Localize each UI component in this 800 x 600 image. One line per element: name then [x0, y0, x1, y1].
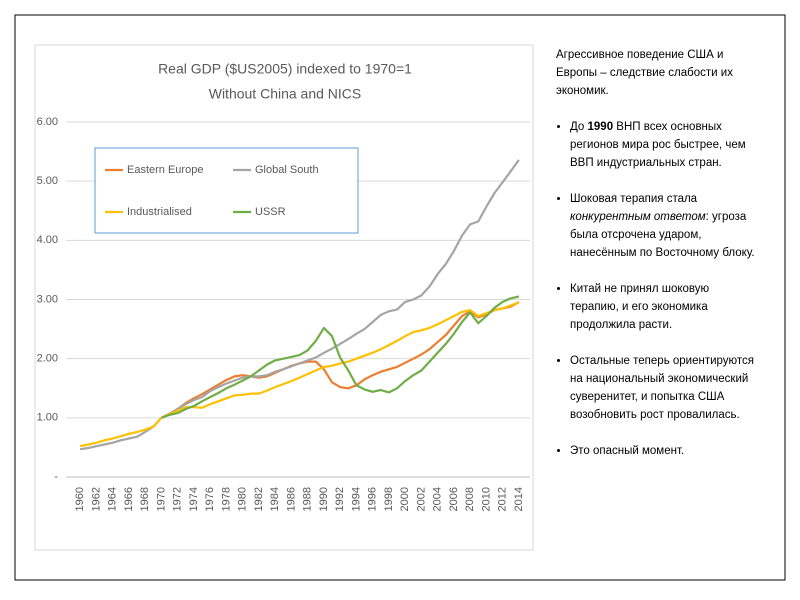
y-tick-label: 1.00: [37, 412, 58, 424]
x-tick-label: 2000: [399, 487, 411, 511]
x-tick-label: 2006: [448, 487, 460, 511]
x-tick-label: 1972: [172, 487, 184, 511]
x-tick-label: 2014: [513, 487, 525, 511]
legend-label: Industrialised: [127, 206, 192, 218]
chart-subtitle: Without China and NICS: [209, 86, 362, 102]
y-tick-label: 4.00: [37, 234, 58, 246]
x-tick-label: 1984: [269, 487, 281, 511]
bullet-list: До 1990 ВНП всех основных регионов мира …: [556, 118, 761, 460]
x-tick-label: 1966: [123, 487, 135, 511]
text-panel: Агрессивное поведение США и Европы – сле…: [556, 46, 761, 478]
bullet: До 1990 ВНП всех основных регионов мира …: [570, 118, 761, 172]
bullet: Это опасный момент.: [570, 442, 761, 460]
text: ВНП всех основных регионов мира рос быст…: [570, 121, 746, 169]
x-tick-label: 1968: [139, 487, 151, 511]
x-tick-label: 1982: [253, 487, 265, 511]
text: Это опасный момент.: [570, 445, 685, 457]
chart-title: Real GDP ($US2005) indexed to 1970=1: [158, 61, 412, 77]
x-tick-label: 1992: [334, 487, 346, 511]
intro: Агрессивное поведение США и Европы – сле…: [556, 49, 733, 97]
y-tick-label: -: [54, 471, 58, 483]
x-tick-label: 1970: [155, 487, 167, 511]
x-tick-label: 1988: [302, 487, 314, 511]
text: Остальные теперь ориентируются на национ…: [570, 355, 755, 421]
y-tick-label: 6.00: [37, 116, 58, 128]
series-line: [160, 300, 520, 419]
y-tick-label: 5.00: [37, 175, 58, 187]
x-tick-label: 2012: [497, 487, 509, 511]
series-line: [161, 295, 520, 419]
text: Китай не принял шоковую терапию, и его э…: [570, 283, 710, 331]
x-tick-label: 2008: [464, 487, 476, 511]
x-tick-label: 1994: [350, 487, 362, 511]
slide-frame: [14, 14, 786, 581]
lines: [79, 159, 520, 451]
x-tick-label: 1980: [237, 487, 249, 511]
series-line: [79, 301, 520, 448]
x-tick-label: 1964: [107, 487, 119, 511]
x-tick-label: 1986: [285, 487, 297, 511]
legend-label: Eastern Europe: [127, 164, 203, 176]
x-tick-label: 1960: [74, 487, 86, 511]
x-tick-label: 1978: [220, 487, 232, 511]
text: : угроза была отсрочена ударом, нанесённ…: [570, 211, 755, 259]
y-tick-label: 3.00: [37, 293, 58, 305]
bullet: Остальные теперь ориентируются на национ…: [570, 352, 761, 424]
x-tick-label: 1998: [383, 487, 395, 511]
text: 1990: [587, 121, 614, 133]
x-tick-label: 1976: [204, 487, 216, 511]
bullet: Шоковая терапия стала конкурентным ответ…: [570, 190, 761, 262]
x-tick-label: 2004: [432, 487, 444, 511]
x-tick-label: 1974: [188, 487, 200, 511]
text: Шоковая терапия стала: [570, 193, 698, 205]
legend: Eastern Europe Global South Industrialised…: [94, 147, 359, 234]
chart-area: [34, 44, 534, 551]
x-tick-label: 2002: [415, 487, 427, 511]
legend-label: Global South: [255, 164, 319, 176]
legend-label: USSR: [255, 206, 286, 218]
legend-box: [94, 147, 359, 234]
text: конкурентным ответом: [570, 211, 706, 223]
bullet: Китай не принял шоковую терапию, и его э…: [570, 280, 761, 334]
x-tick-label: 1996: [367, 487, 379, 511]
y-tick-label: 2.00: [37, 353, 58, 365]
x-tick-label: 2010: [480, 487, 492, 511]
x-tick-label: 1990: [318, 487, 330, 511]
x-tick-label: 1962: [90, 487, 102, 511]
text: До: [570, 121, 588, 133]
